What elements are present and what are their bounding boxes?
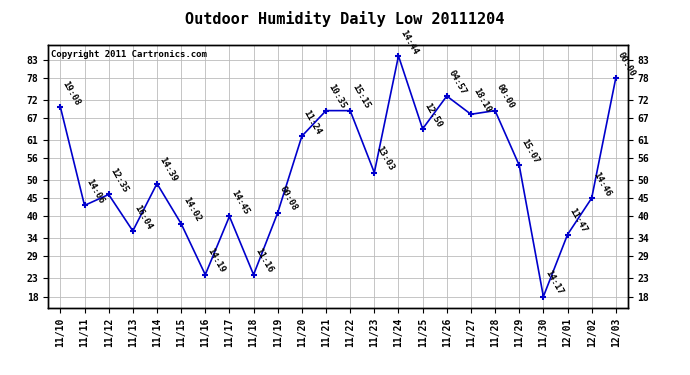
Text: 14:44: 14:44	[399, 28, 420, 56]
Text: 11:47: 11:47	[568, 207, 589, 235]
Text: 19:08: 19:08	[61, 79, 81, 107]
Text: 04:57: 04:57	[447, 68, 468, 96]
Text: 16:04: 16:04	[133, 203, 154, 231]
Text: Copyright 2011 Cartronics.com: Copyright 2011 Cartronics.com	[51, 50, 207, 59]
Text: 14:46: 14:46	[592, 170, 613, 198]
Text: 11:24: 11:24	[302, 108, 323, 136]
Text: 14:45: 14:45	[230, 189, 250, 216]
Text: 11:16: 11:16	[254, 247, 275, 274]
Text: 12:35: 12:35	[109, 167, 130, 195]
Text: 00:00: 00:00	[495, 83, 516, 111]
Text: 14:39: 14:39	[157, 156, 178, 183]
Text: 14:02: 14:02	[181, 196, 202, 223]
Text: 00:08: 00:08	[278, 185, 299, 213]
Text: 10:35: 10:35	[326, 83, 347, 111]
Text: 14:17: 14:17	[544, 269, 564, 297]
Text: 15:15: 15:15	[351, 83, 371, 111]
Text: 14:06: 14:06	[85, 178, 106, 206]
Text: 15:07: 15:07	[520, 138, 540, 165]
Text: 13:03: 13:03	[375, 145, 395, 172]
Text: 00:00: 00:00	[616, 50, 637, 78]
Text: 12:50: 12:50	[423, 101, 444, 129]
Text: 14:19: 14:19	[206, 247, 226, 274]
Text: Outdoor Humidity Daily Low 20111204: Outdoor Humidity Daily Low 20111204	[186, 11, 504, 27]
Text: 18:10: 18:10	[471, 87, 492, 114]
